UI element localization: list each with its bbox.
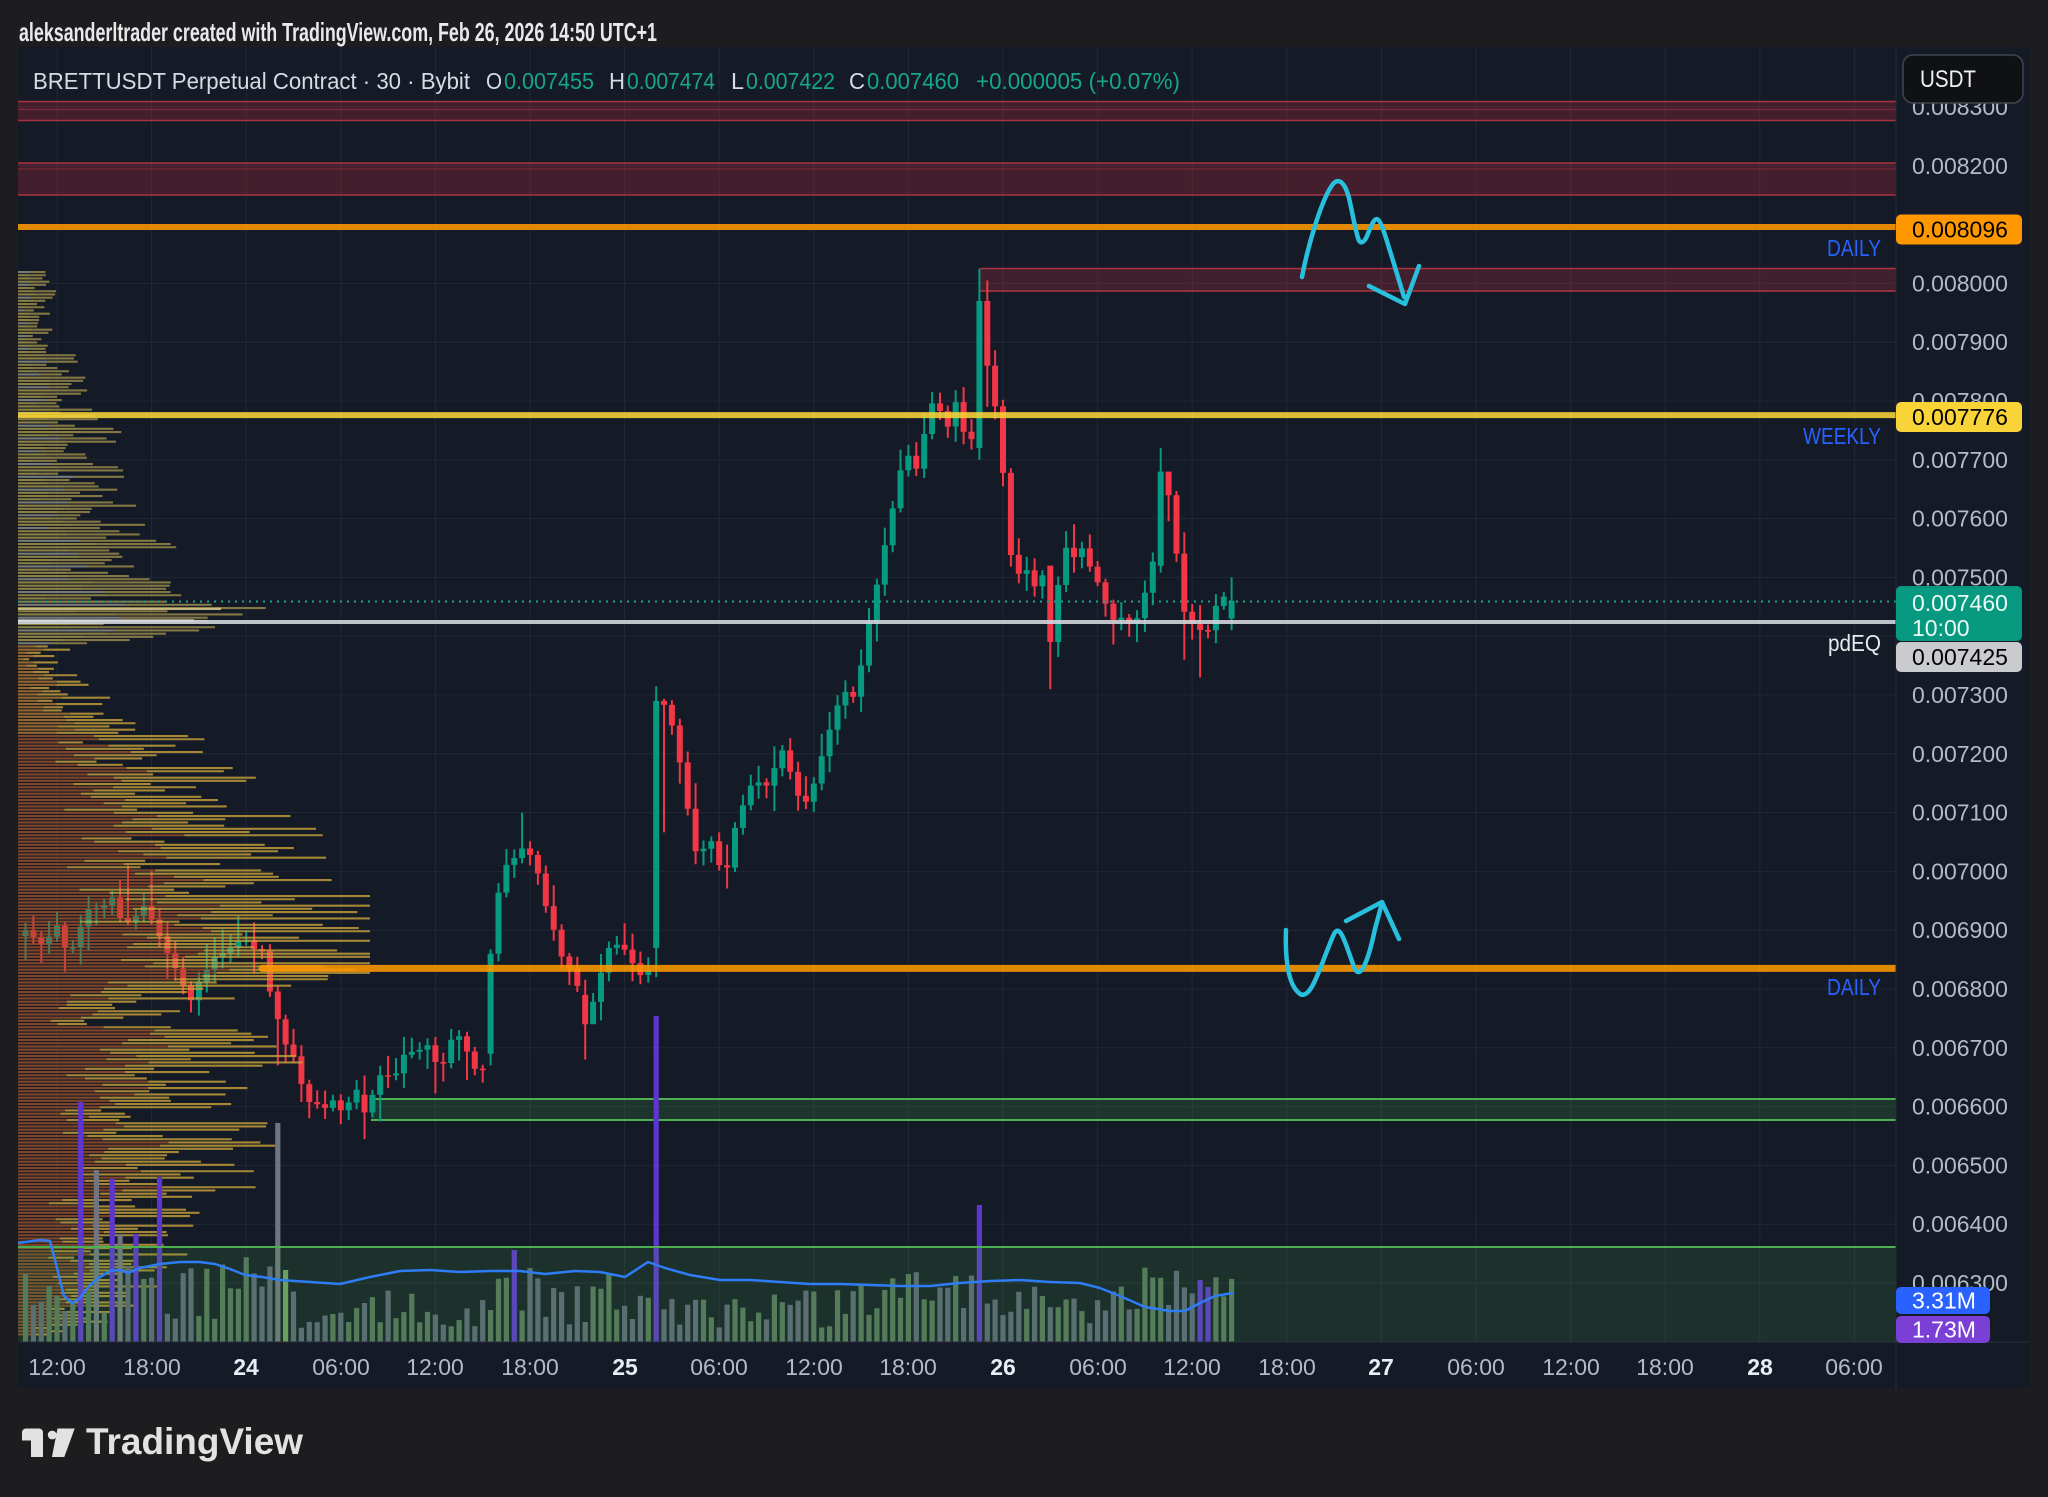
- svg-text:12:00: 12:00: [785, 1354, 843, 1380]
- svg-text:0.008000: 0.008000: [1912, 270, 2008, 296]
- svg-text:WEEKLY: WEEKLY: [1803, 423, 1881, 449]
- svg-text:0.007200: 0.007200: [1912, 741, 2008, 767]
- svg-text:12:00: 12:00: [406, 1354, 464, 1380]
- svg-text:0.006700: 0.006700: [1912, 1035, 2008, 1061]
- svg-text:06:00: 06:00: [1069, 1354, 1127, 1380]
- svg-text:26: 26: [990, 1354, 1016, 1380]
- svg-text:0.006500: 0.006500: [1912, 1152, 2008, 1178]
- svg-text:DAILY: DAILY: [1827, 235, 1881, 261]
- svg-text:0.007460: 0.007460: [867, 68, 959, 94]
- svg-text:0.006800: 0.006800: [1912, 976, 2008, 1002]
- svg-text:18:00: 18:00: [501, 1354, 559, 1380]
- svg-text:O: O: [486, 68, 502, 94]
- svg-text:25: 25: [612, 1354, 638, 1380]
- svg-text:0.007425: 0.007425: [1912, 644, 2008, 670]
- svg-text:0.007700: 0.007700: [1912, 447, 2008, 473]
- svg-text:0.007455: 0.007455: [504, 68, 594, 94]
- svg-text:0.007776: 0.007776: [1912, 404, 2008, 430]
- svg-text:27: 27: [1368, 1354, 1394, 1380]
- svg-text:0.007900: 0.007900: [1912, 329, 2008, 355]
- svg-text:0.007600: 0.007600: [1912, 506, 2008, 532]
- svg-text:18:00: 18:00: [1636, 1354, 1694, 1380]
- svg-text:06:00: 06:00: [1825, 1354, 1883, 1380]
- svg-text:3.31M: 3.31M: [1912, 1288, 1976, 1314]
- svg-text:12:00: 12:00: [1163, 1354, 1221, 1380]
- svg-text:0.007422: 0.007422: [746, 68, 835, 94]
- svg-text:0.008096: 0.008096: [1912, 217, 2008, 243]
- svg-text:06:00: 06:00: [690, 1354, 748, 1380]
- svg-text:0.007100: 0.007100: [1912, 800, 2008, 826]
- svg-text:0.007460: 0.007460: [1912, 590, 2008, 616]
- svg-text:USDT: USDT: [1920, 66, 1976, 93]
- svg-text:10:00: 10:00: [1912, 615, 1970, 641]
- svg-text:aleksanderltrader created with: aleksanderltrader created with TradingVi…: [19, 17, 657, 47]
- svg-text:18:00: 18:00: [1258, 1354, 1316, 1380]
- svg-text:0.008200: 0.008200: [1912, 153, 2008, 179]
- svg-text:DAILY: DAILY: [1827, 974, 1881, 1000]
- svg-text:L: L: [731, 68, 744, 94]
- svg-text:0.007474: 0.007474: [627, 68, 715, 94]
- svg-text:18:00: 18:00: [123, 1354, 181, 1380]
- svg-text:BRETTUSDT Perpetual Contract ·: BRETTUSDT Perpetual Contract · 30 · Bybi…: [33, 68, 471, 94]
- svg-text:12:00: 12:00: [28, 1354, 86, 1380]
- svg-text:TradingView: TradingView: [86, 1421, 303, 1462]
- svg-text:06:00: 06:00: [1447, 1354, 1505, 1380]
- svg-text:28: 28: [1747, 1354, 1773, 1380]
- svg-text:0.006900: 0.006900: [1912, 917, 2008, 943]
- svg-text:H: H: [609, 68, 625, 94]
- svg-text:06:00: 06:00: [312, 1354, 370, 1380]
- svg-text:0.006600: 0.006600: [1912, 1094, 2008, 1120]
- svg-text:12:00: 12:00: [1542, 1354, 1600, 1380]
- svg-text:18:00: 18:00: [879, 1354, 937, 1380]
- svg-text:0.007000: 0.007000: [1912, 858, 2008, 884]
- svg-text:pdEQ: pdEQ: [1828, 630, 1881, 656]
- svg-text:24: 24: [233, 1354, 259, 1380]
- svg-text:0.006400: 0.006400: [1912, 1211, 2008, 1237]
- svg-text:+0.000005 (+0.07%): +0.000005 (+0.07%): [976, 68, 1180, 94]
- svg-text:C: C: [849, 68, 865, 94]
- svg-text:1.73M: 1.73M: [1912, 1317, 1976, 1343]
- svg-text:0.007300: 0.007300: [1912, 682, 2008, 708]
